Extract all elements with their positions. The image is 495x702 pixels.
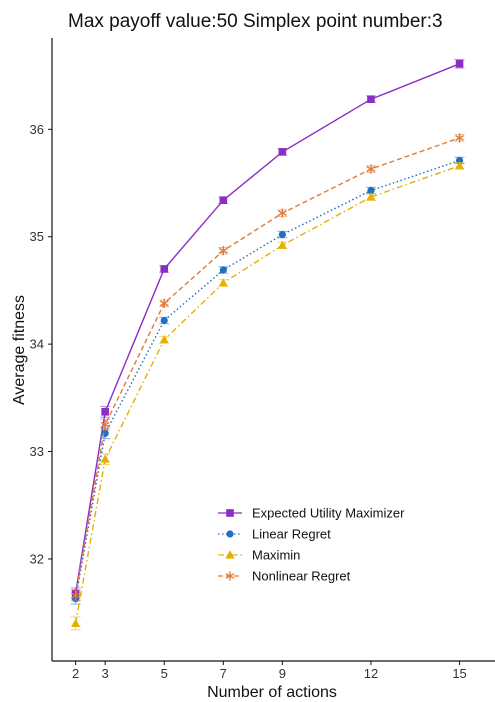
- data-point: [160, 316, 168, 325]
- data-point: [100, 454, 110, 463]
- x-tick-label: 2: [72, 666, 79, 681]
- x-tick-label: 9: [279, 666, 286, 681]
- y-tick-label: 34: [30, 337, 44, 352]
- x-tick-label: 5: [161, 666, 168, 681]
- data-point: [367, 95, 375, 104]
- legend-label: Expected Utility Maximizer: [252, 506, 405, 521]
- data-point: [366, 192, 376, 201]
- legend-label: Maximin: [252, 548, 300, 563]
- data-point: [159, 298, 169, 308]
- data-point: [218, 246, 228, 256]
- y-tick-label: 35: [30, 229, 44, 244]
- data-point: [159, 335, 169, 344]
- plot-area: [70, 58, 465, 631]
- data-point: [455, 133, 464, 143]
- legend-label: Linear Regret: [252, 527, 331, 542]
- y-ticks: 32 33 34 35 36: [30, 122, 52, 566]
- data-point: [366, 164, 376, 174]
- data-point: [454, 161, 465, 170]
- data-point: [219, 196, 228, 204]
- data-point: [277, 240, 287, 249]
- y-tick-label: 33: [30, 444, 44, 459]
- legend-item: Maximin: [218, 548, 300, 563]
- legend-item: Linear Regret: [218, 527, 331, 542]
- x-tick-label: 15: [452, 666, 466, 681]
- data-point: [160, 265, 169, 273]
- y-tick-label: 36: [30, 122, 44, 137]
- data-point: [71, 618, 81, 628]
- x-tick-label: 7: [220, 666, 227, 681]
- legend-item: Expected Utility Maximizer: [218, 506, 405, 521]
- data-point: [278, 148, 287, 156]
- data-point: [219, 266, 227, 274]
- x-ticks: 2 3 5 7 9 12 15: [72, 661, 467, 681]
- data-point: [100, 420, 110, 430]
- data-point: [278, 230, 286, 239]
- legend-marker: [226, 530, 234, 538]
- y-tick-label: 32: [30, 551, 44, 566]
- data-point: [367, 186, 375, 195]
- legend-marker: [225, 550, 235, 559]
- legend: Expected Utility Maximizer Linear Regret M…: [218, 506, 405, 584]
- y-axis-title: Average fitness: [11, 295, 28, 405]
- data-point: [101, 408, 109, 416]
- series-expected-utility-maximizer: [70, 58, 465, 600]
- x-tick-label: 12: [364, 666, 378, 681]
- legend-item: Nonlinear Regret: [218, 569, 351, 584]
- data-point: [278, 208, 287, 218]
- chart-title: Max payoff value:50 Simplex point number…: [68, 11, 443, 32]
- data-point: [218, 278, 228, 287]
- legend-marker: [225, 571, 235, 581]
- x-axis-title: Number of actions: [207, 684, 337, 701]
- series-nonlinear-regret: [70, 133, 465, 602]
- legend-marker: [226, 509, 234, 517]
- data-point: [71, 590, 80, 601]
- legend-label: Nonlinear Regret: [252, 569, 351, 584]
- x-tick-label: 3: [102, 666, 109, 681]
- series-maximin: [70, 161, 465, 631]
- data-point: [455, 59, 464, 68]
